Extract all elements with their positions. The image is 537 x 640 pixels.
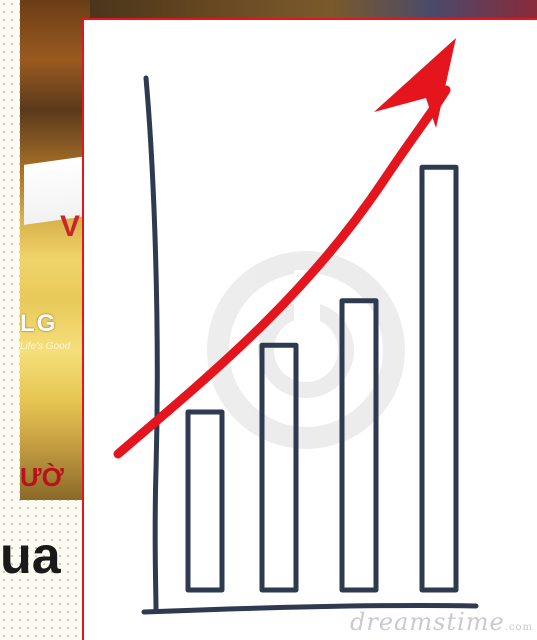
trend-arrow-head: [374, 38, 456, 128]
trend-arrow-line: [113, 85, 451, 459]
slide-heading-fragment: ua: [0, 527, 61, 585]
bar-3: [339, 298, 379, 593]
store-sign-text: ƯỜ: [20, 462, 64, 492]
dreamstime-watermark: dreamstime.com: [350, 608, 533, 636]
growth-chart-image: dreamstime.com: [82, 18, 537, 640]
lg-tagline: Life's Good: [20, 341, 71, 352]
store-sign-letter: V: [60, 210, 81, 243]
bar-2: [259, 342, 299, 593]
x-axis: [141, 602, 479, 615]
y-axis: [143, 75, 160, 613]
lg-logo: LG: [20, 310, 58, 337]
bar-4: [419, 164, 459, 593]
store-photo: V LG Life's Good ƯỜ: [20, 0, 90, 500]
photo-top-strip: [20, 0, 537, 18]
bars: [185, 164, 459, 593]
store-sign-panel: [24, 155, 90, 225]
growth-chart: [113, 38, 479, 615]
bar-1: [185, 409, 225, 593]
watermark-logo: [207, 251, 405, 449]
